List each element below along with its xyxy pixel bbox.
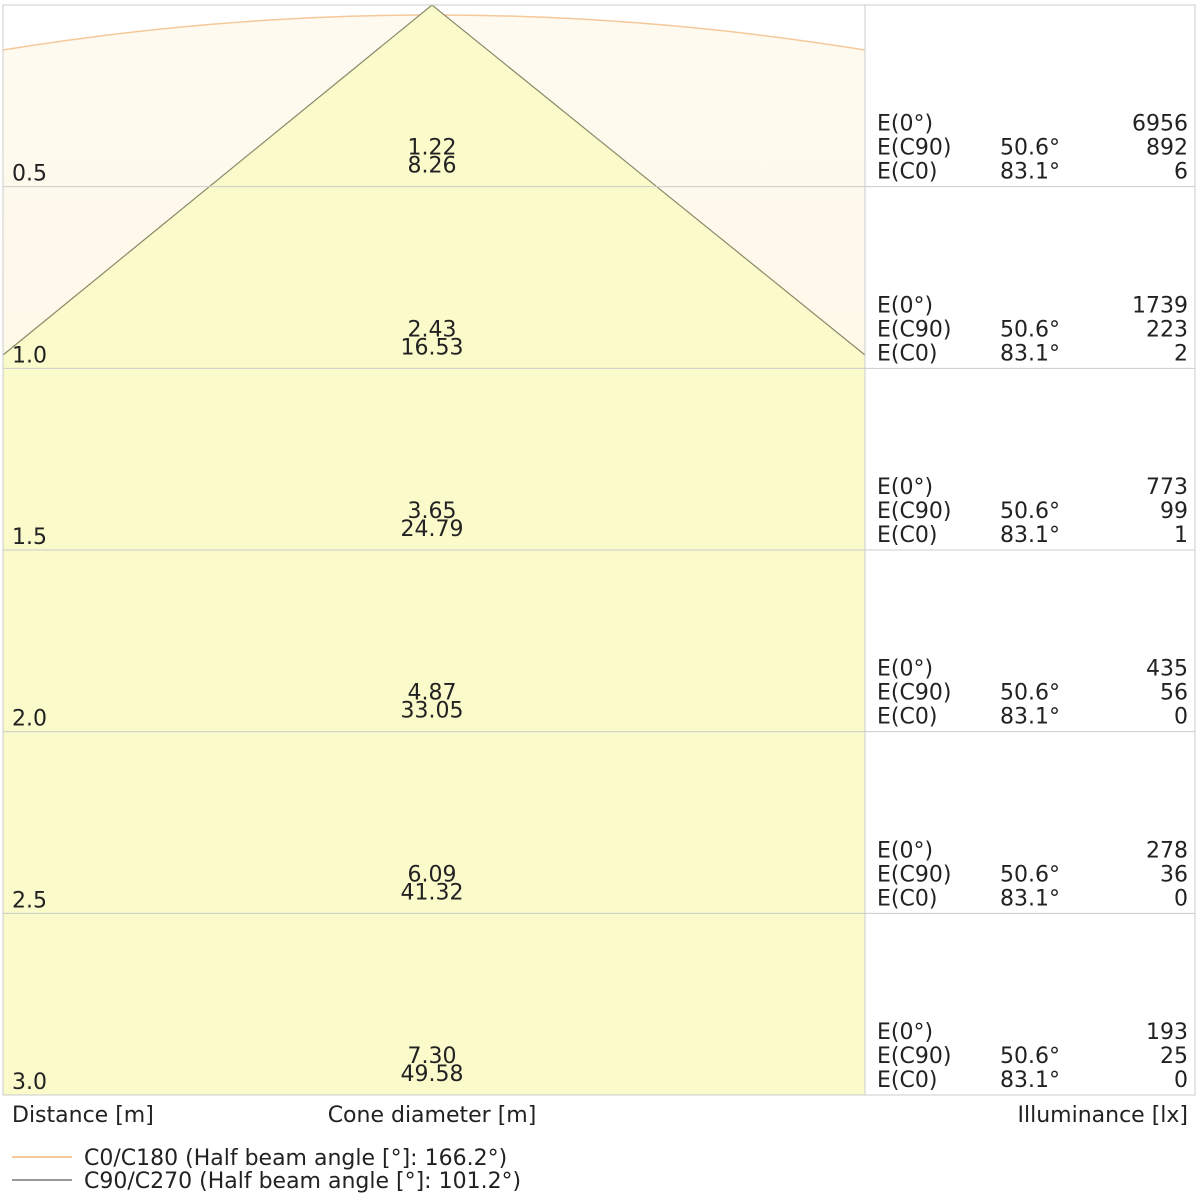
distance-label: 1.0	[12, 343, 47, 368]
illuminance-value: 892	[1146, 136, 1188, 161]
illuminance-value: 1739	[1132, 293, 1188, 318]
illuminance-label: E(C90)	[877, 317, 951, 342]
illuminance-value: 99	[1160, 499, 1188, 524]
illuminance-label: E(C0)	[877, 886, 937, 911]
illuminance-label: E(C90)	[877, 681, 951, 706]
illuminance-label: E(C90)	[877, 1044, 951, 1069]
legend-entry: C90/C270 (Half beam angle [°]: 101.2°)	[84, 1169, 521, 1194]
illuminance-label: E(C90)	[877, 862, 951, 887]
beam-angle: 50.6°	[1000, 317, 1060, 342]
illuminance-label: E(0°)	[877, 112, 933, 137]
distance-label: 3.0	[12, 1070, 47, 1095]
illuminance-value: 193	[1146, 1020, 1188, 1045]
illuminance-label: E(C0)	[877, 1068, 937, 1093]
distance-label: 2.5	[12, 888, 47, 913]
illuminance-label: E(C0)	[877, 705, 937, 730]
distance-label: 2.0	[12, 707, 47, 732]
illuminance-value: 435	[1146, 657, 1188, 682]
cone-diameter: 6.09	[408, 862, 457, 887]
rows: 0.5 1.228.26 E(0°) 6956 E(C90) 50.6° 892 E(C0) 8…	[3, 112, 1195, 1095]
illuminance-label: E(0°)	[877, 475, 933, 500]
illuminance-label: E(C90)	[877, 136, 951, 161]
beam-angle: 83.1°	[1000, 886, 1060, 911]
cone-diameter: 24.79	[401, 517, 464, 542]
illuminance-value: 25	[1160, 1044, 1188, 1069]
beam-angle: 83.1°	[1000, 341, 1060, 366]
illuminance-value: 56	[1160, 681, 1188, 706]
illuminance-value: 278	[1146, 838, 1188, 863]
beam-angle: 50.6°	[1000, 1044, 1060, 1069]
illuminance-value: 2	[1174, 341, 1188, 366]
cone-diameter: 33.05	[401, 699, 464, 724]
beam-angle: 83.1°	[1000, 523, 1060, 548]
illuminance-label: E(0°)	[877, 838, 933, 863]
illuminance-value: 773	[1146, 475, 1188, 500]
illuminance-value: 223	[1146, 317, 1188, 342]
cone-diameter: 1.22	[408, 136, 457, 161]
illuminance-label: E(0°)	[877, 657, 933, 682]
legend-entry: C0/C180 (Half beam angle [°]: 166.2°)	[84, 1146, 507, 1171]
cone-diameter: 16.53	[401, 335, 464, 360]
illuminance-label: E(C0)	[877, 341, 937, 366]
illuminance-value: 1	[1174, 523, 1188, 548]
beam-angle: 83.1°	[1000, 1068, 1060, 1093]
illuminance-label: E(0°)	[877, 293, 933, 318]
illuminance-value: 6956	[1132, 112, 1188, 137]
footer-label: Cone diameter [m]	[328, 1103, 537, 1128]
illuminance-value: 0	[1174, 886, 1188, 911]
footer-label: Illuminance [lx]	[1018, 1103, 1189, 1128]
beam-angle: 83.1°	[1000, 160, 1060, 185]
cone-diameter: 8.26	[408, 154, 457, 179]
illuminance-value: 0	[1174, 1068, 1188, 1093]
cone-diameter: 49.58	[401, 1062, 464, 1087]
illuminance-label: E(C0)	[877, 523, 937, 548]
illuminance-label: E(C0)	[877, 160, 937, 185]
cone-diameter: 3.65	[408, 499, 457, 524]
illuminance-label: E(C90)	[877, 499, 951, 524]
distance-label: 0.5	[12, 162, 47, 187]
beam-angle: 50.6°	[1000, 136, 1060, 161]
beam-angle: 50.6°	[1000, 681, 1060, 706]
cone-diameter: 2.43	[408, 317, 457, 342]
cone-diameter: 41.32	[401, 880, 464, 905]
illuminance-value: 6	[1174, 160, 1188, 185]
illuminance-label: E(0°)	[877, 1020, 933, 1045]
cone-diameter: 4.87	[408, 681, 457, 706]
beam-angle: 83.1°	[1000, 705, 1060, 730]
beam-angle: 50.6°	[1000, 862, 1060, 887]
illuminance-value: 0	[1174, 705, 1188, 730]
beam-angle: 50.6°	[1000, 499, 1060, 524]
illuminance-value: 36	[1160, 862, 1188, 887]
footer-label: Distance [m]	[12, 1103, 154, 1128]
cone-diameter: 7.30	[408, 1044, 457, 1069]
distance-label: 1.5	[12, 525, 47, 550]
